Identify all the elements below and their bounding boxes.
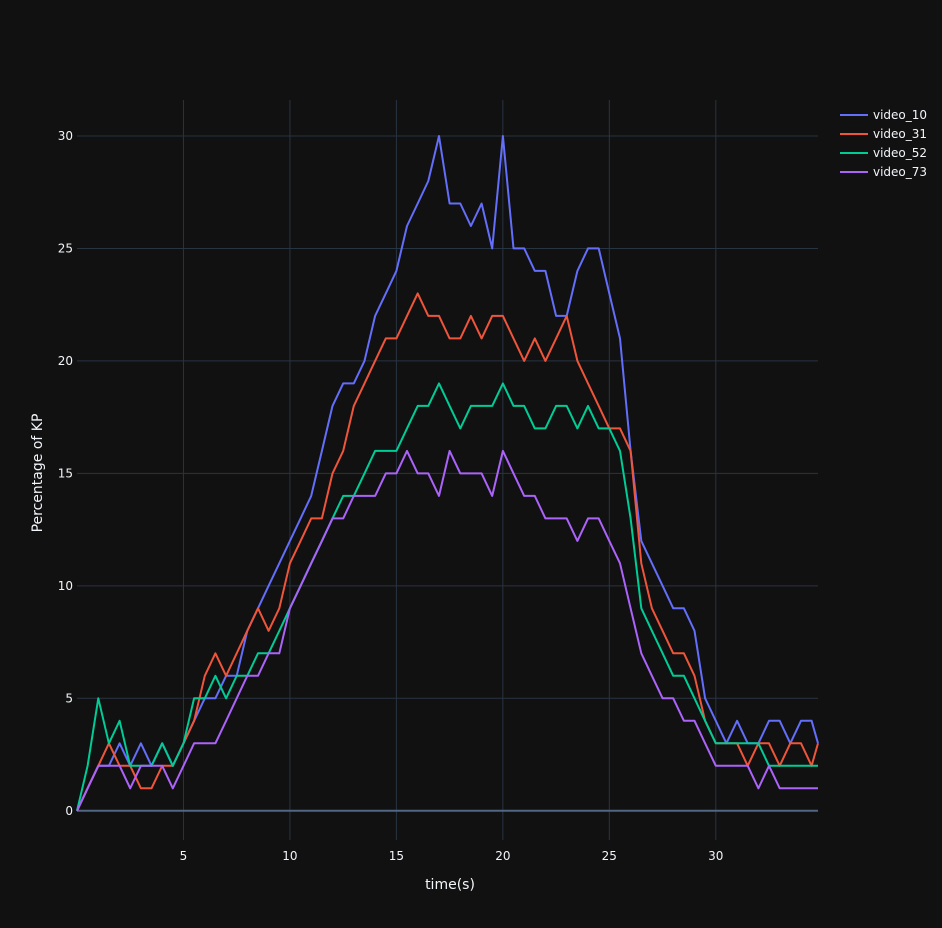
- legend-label: video_52: [873, 146, 927, 160]
- y-tick-label: 5: [65, 691, 73, 705]
- y-tick-label: 25: [58, 241, 73, 255]
- x-tick-label: 20: [495, 849, 510, 863]
- legend[interactable]: video_10 video_31 video_52 video_73: [840, 108, 927, 179]
- x-tick-label: 25: [602, 849, 617, 863]
- series-line-video_52: [76, 382, 818, 812]
- legend-item-video_52[interactable]: video_52: [840, 146, 927, 160]
- x-tick-label: 5: [180, 849, 188, 863]
- legend-label: video_10: [873, 108, 927, 122]
- y-tick-label: 30: [58, 129, 73, 143]
- x-axis-ticks: 5 10 15 20 25 30: [180, 849, 724, 863]
- x-axis-title: time(s): [425, 877, 475, 893]
- legend-label: video_73: [873, 165, 927, 179]
- y-tick-label: 0: [65, 804, 73, 818]
- legend-item-video_73[interactable]: video_73: [840, 165, 927, 179]
- y-tick-label: 10: [58, 579, 73, 593]
- series-group: [76, 135, 819, 812]
- legend-item-video_31[interactable]: video_31: [840, 127, 927, 141]
- x-tick-label: 15: [389, 849, 404, 863]
- series-line-video_73: [76, 449, 818, 812]
- y-axis-ticks: 0 5 10 15 20 25 30: [58, 129, 73, 818]
- grid: [77, 100, 818, 840]
- legend-label: video_31: [873, 127, 927, 141]
- series-line-video_31: [76, 292, 819, 812]
- y-tick-label: 15: [58, 466, 73, 480]
- y-tick-label: 20: [58, 354, 73, 368]
- x-tick-label: 10: [282, 849, 297, 863]
- series-line-video_10: [76, 135, 819, 812]
- x-tick-label: 30: [708, 849, 723, 863]
- legend-item-video_10[interactable]: video_10: [840, 108, 927, 122]
- y-axis-title: Percentage of KP: [30, 414, 46, 533]
